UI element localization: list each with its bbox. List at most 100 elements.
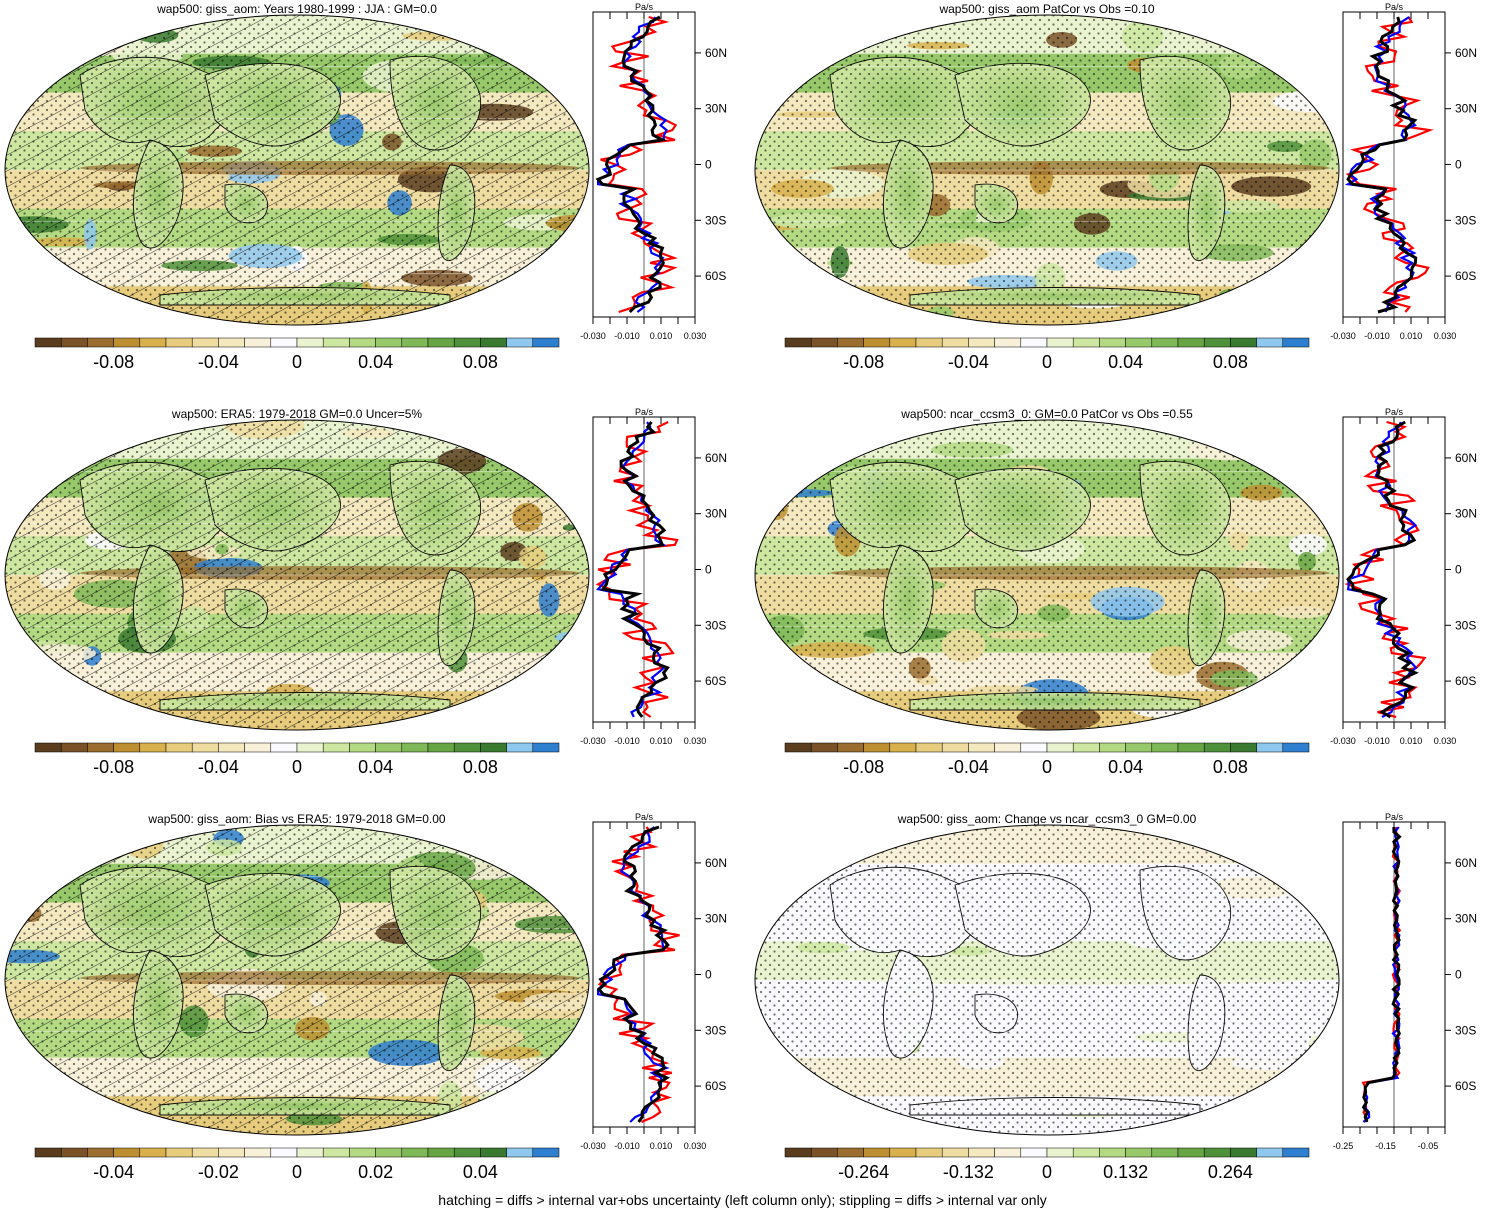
colorbar-tick-label: 0.08: [463, 757, 498, 777]
profile-ytick-label: 0: [705, 563, 712, 577]
profile-xtick-label: 0.010: [650, 736, 673, 746]
colorbar-tick-label: 0: [292, 757, 302, 777]
profile-unit: Pa/s: [1385, 812, 1404, 822]
map-outline: [754, 824, 1340, 1136]
profile-curve-black: [595, 15, 668, 314]
profile-ytick-label: 30S: [705, 618, 726, 632]
colorbar-tick-label: -0.08: [93, 757, 134, 777]
colorbar-tick-label: -0.132: [943, 1162, 994, 1182]
profile-xtick-label: 0.030: [684, 1141, 707, 1151]
colorbar-tick-label: -0.264: [838, 1162, 889, 1182]
profile-ytick-label: 60S: [705, 674, 726, 688]
map-panel-3: wap500: ERA5: 1979-2018 GM=0.0 Uncer=5% -…: [0, 405, 745, 805]
colorbar-tick-label: 0.02: [358, 1162, 393, 1182]
colorbar-tick-label: -0.08: [93, 352, 134, 372]
map-field: [5, 825, 589, 1135]
profile-ytick-label: 30N: [1455, 507, 1477, 521]
footer-caption: hatching = diffs > internal var+obs unce…: [438, 1192, 1047, 1208]
colorbar: -0.08 -0.04 0 0.04 0.08: [34, 742, 560, 777]
profile-curve-red: [595, 421, 679, 718]
profile-xtick-label: -0.010: [614, 1141, 640, 1151]
profile-ytick-label: 0: [1455, 563, 1462, 577]
colorbar-tick-label: 0.04: [463, 1162, 498, 1182]
profile-ytick-label: 60S: [705, 1079, 726, 1093]
hatching-overlay: [5, 825, 589, 1135]
colorbar-tick-label: -0.04: [948, 757, 989, 777]
map-panel-6: wap500: giss_aom: Change vs ncar_ccsm3_0…: [750, 810, 1485, 1210]
colorbar-tick-label: 0.04: [358, 352, 393, 372]
colorbar: -0.08 -0.04 0 0.04 0.08: [784, 742, 1310, 777]
colorbar-tick-label: 0.132: [1103, 1162, 1148, 1182]
profile-unit: Pa/s: [635, 812, 654, 822]
zonal-mean-profile: Pa/s -0.25 -0.15 -0.05 60N 30N 0 30S 60S: [1333, 812, 1477, 1151]
profile-xtick-label: -0.030: [580, 1141, 606, 1151]
colorbar: -0.08 -0.04 0 0.04 0.08: [34, 337, 560, 372]
profile-curve-black: [1361, 827, 1402, 1123]
profile-ytick-label: 60N: [705, 856, 727, 870]
colorbar-tick-label: -0.02: [198, 1162, 239, 1182]
profile-xtick-label: -0.15: [1375, 1141, 1396, 1151]
profile-ytick-label: 60S: [1455, 1079, 1476, 1093]
colorbar-tick-label: 0.04: [1108, 352, 1143, 372]
profile-ytick-label: 30S: [705, 1023, 726, 1037]
colorbar-tick-label: -0.04: [198, 757, 239, 777]
zonal-mean-profile: Pa/s -0.030 -0.010 0.010 0.030 60N 30N 0 30S 60S: [1330, 407, 1477, 746]
profile-ytick-label: 60S: [1455, 269, 1476, 283]
map-figure: -0.08 -0.04 0 0.04 0.08 Pa/s -0.030 -0.010 0.010…: [4, 2, 727, 372]
map-outline: [754, 14, 1340, 326]
colorbar-tick-label: 0: [1042, 352, 1052, 372]
profile-ytick-label: 0: [705, 158, 712, 172]
map-title: wap500: giss_aom: Change vs ncar_ccsm3_0…: [897, 812, 1197, 826]
map-title: wap500: ERA5: 1979-2018 GM=0.0 Uncer=5%: [171, 407, 423, 421]
map-field: [5, 420, 589, 730]
profile-ytick-label: 30S: [705, 213, 726, 227]
profile-curve-red: [1345, 16, 1434, 313]
map-field: [755, 15, 1339, 325]
zonal-mean-profile: Pa/s -0.030 -0.010 0.010 0.030 60N 30N 0 30S 60S: [580, 812, 727, 1151]
profile-ytick-label: 0: [1455, 968, 1462, 982]
profile-ytick-label: 30S: [1455, 1023, 1476, 1037]
zonal-mean-profile: Pa/s -0.030 -0.010 0.010 0.030 60N 30N 0 30S 60S: [580, 2, 727, 341]
map-title: wap500: giss_aom: Bias vs ERA5: 1979-201…: [148, 812, 446, 826]
map-outline: [4, 419, 590, 731]
map-field: [755, 420, 1339, 730]
colorbar-tick-label: 0.264: [1208, 1162, 1253, 1182]
profile-xtick-label: -0.25: [1333, 1141, 1354, 1151]
colorbar-tick-label: 0: [292, 352, 302, 372]
profile-xtick-label: -0.030: [1330, 736, 1356, 746]
map-field: [755, 825, 1339, 1135]
profile-xtick-label: -0.010: [614, 331, 640, 341]
profile-ytick-label: 30N: [705, 102, 727, 116]
colorbar: -0.08 -0.04 0 0.04 0.08: [784, 337, 1310, 372]
colorbar-tick-label: -0.08: [843, 757, 884, 777]
profile-ytick-label: 30N: [705, 507, 727, 521]
profile-unit: Pa/s: [635, 407, 654, 417]
colorbar-tick-label: 0.08: [1213, 352, 1248, 372]
profile-xtick-label: 0.030: [1434, 331, 1457, 341]
colorbar-tick-label: 0: [292, 1162, 302, 1182]
profile-unit: Pa/s: [1385, 2, 1404, 12]
colorbar: -0.04 -0.02 0 0.02 0.04: [34, 1147, 560, 1182]
map-title: wap500: ncar_ccsm3_0: GM=0.0 PatCor vs O…: [901, 407, 1193, 421]
profile-ytick-label: 30N: [705, 912, 727, 926]
profile-xtick-label: -0.030: [580, 331, 606, 341]
profile-xtick-label: -0.030: [580, 736, 606, 746]
map-figure: -0.264 -0.132 0 0.132 0.264 Pa/s -0.25 -0.15 -0.…: [754, 812, 1477, 1182]
map-figure: -0.08 -0.04 0 0.04 0.08 Pa/s -0.030 -0.010 0.010…: [4, 407, 727, 777]
zonal-mean-profile: Pa/s -0.030 -0.010 0.010 0.030 60N 30N 0 30S 60S: [580, 407, 727, 746]
colorbar-tick-label: -0.08: [843, 352, 884, 372]
map-panel-5: wap500: giss_aom: Bias vs ERA5: 1979-201…: [0, 810, 745, 1210]
profile-curve-black: [596, 825, 670, 1123]
map-outline: [754, 419, 1340, 731]
profile-curve-black: [600, 421, 670, 718]
profile-ytick-label: 30N: [1455, 912, 1477, 926]
profile-xtick-label: 0.030: [684, 331, 707, 341]
profile-xtick-label: -0.030: [1330, 331, 1356, 341]
profile-ytick-label: 30S: [1455, 618, 1476, 632]
profile-xtick-label: 0.010: [1400, 331, 1423, 341]
profile-unit: Pa/s: [1385, 407, 1404, 417]
profile-ytick-label: 60S: [705, 269, 726, 283]
map-panel-4: wap500: ncar_ccsm3_0: GM=0.0 PatCor vs O…: [750, 405, 1485, 805]
profile-ytick-label: 60N: [705, 46, 727, 60]
profile-xtick-label: 0.030: [684, 736, 707, 746]
